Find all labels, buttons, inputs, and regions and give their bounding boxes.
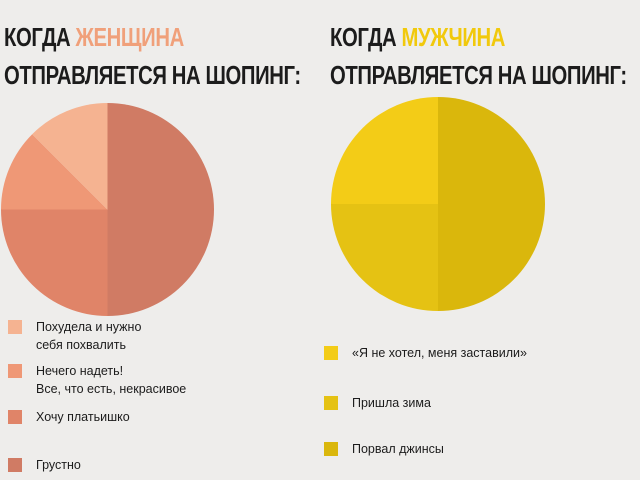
men-legend-item-2: Пришла зима <box>324 394 431 412</box>
men-pie-slice-1 <box>331 97 438 204</box>
men-pie-chart <box>331 97 545 311</box>
women-heading: КОГДА ЖЕНЩИНА ОТПРАВЛЯЕТСЯ НА ШОПИНГ: <box>4 18 301 94</box>
women-pie-slice-4 <box>107 103 214 316</box>
men-panel: КОГДА МУЖЧИНА ОТПРАВЛЯЕТСЯ НА ШОПИНГ: «Я… <box>320 0 640 480</box>
men-legend: «Я не хотел, меня заставили» Пришла зима П… <box>320 0 640 480</box>
men-legend-item-1: «Я не хотел, меня заставили» <box>324 344 527 362</box>
women-pie-slice-1 <box>32 103 108 210</box>
men-heading-accent: МУЖЧИНА <box>401 22 506 52</box>
women-heading-prefix: КОГДА <box>4 22 76 52</box>
men-heading: КОГДА МУЖЧИНА ОТПРАВЛЯЕТСЯ НА ШОПИНГ: <box>330 18 627 94</box>
women-heading-accent: ЖЕНЩИНА <box>75 22 185 52</box>
women-legend-label-4: Грустно <box>36 458 81 472</box>
women-legend-swatch-1 <box>8 320 22 334</box>
men-pie-slice-2 <box>331 204 438 311</box>
women-legend-label-1: Похудела и нужно себя похвалить <box>36 320 142 352</box>
women-legend-item-1: Похудела и нужно себя похвалить <box>8 318 141 354</box>
women-pie-slice-2 <box>1 134 108 210</box>
women-heading-line2: ОТПРАВЛЯЕТСЯ НА ШОПИНГ: <box>4 60 301 90</box>
men-legend-label-2: Пришла зима <box>352 396 431 410</box>
women-legend-swatch-4 <box>8 458 22 472</box>
men-legend-item-3: Порвал джинсы <box>324 440 444 458</box>
men-legend-label-3: Порвал джинсы <box>352 442 444 456</box>
men-heading-prefix: КОГДА <box>330 22 402 52</box>
women-legend: Похудела и нужно себя похвалить Нечего на… <box>8 318 186 474</box>
women-panel: КОГДА ЖЕНЩИНА ОТПРАВЛЯЕТСЯ НА ШОПИНГ: По… <box>1 18 301 474</box>
women-legend-item-4: Грустно <box>8 456 81 474</box>
women-legend-swatch-3 <box>8 410 22 424</box>
men-legend-label-1: «Я не хотел, меня заставили» <box>352 346 527 360</box>
women-pie-slice-3 <box>1 209 108 316</box>
women-legend-swatch-2 <box>8 364 22 378</box>
men-legend-swatch-2 <box>324 396 338 410</box>
women-legend-item-3: Хочу платьишко <box>8 408 130 426</box>
men-legend-swatch-3 <box>324 442 338 456</box>
women-pie-chart <box>1 103 214 316</box>
men-heading-line2: ОТПРАВЛЯЕТСЯ НА ШОПИНГ: <box>330 60 627 90</box>
men-legend-swatch-1 <box>324 346 338 360</box>
women-legend-label-2: Нечего надеть! Все, что есть, некрасивое <box>36 364 187 396</box>
women-legend-item-2: Нечего надеть! Все, что есть, некрасивое <box>8 362 186 398</box>
men-pie-slice-3 <box>438 97 545 311</box>
women-legend-label-3: Хочу платьишко <box>36 410 130 424</box>
